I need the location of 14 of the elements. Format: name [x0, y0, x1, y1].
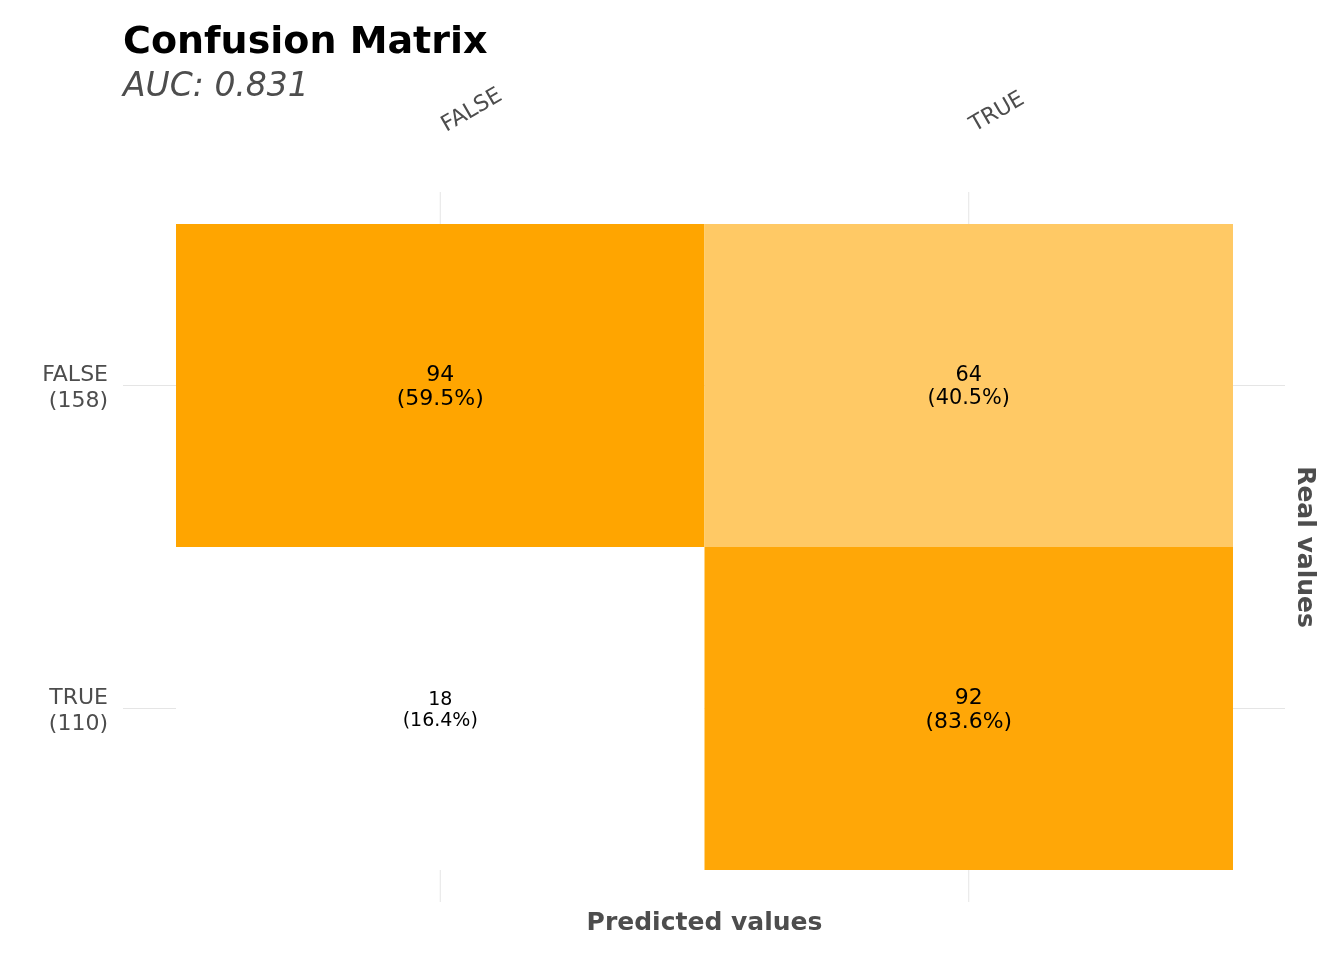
y-axis-title: Real values — [1292, 466, 1321, 628]
data-label: 94 — [426, 361, 455, 387]
data-label: 92 — [954, 684, 983, 710]
data-label: 18 — [428, 686, 453, 709]
chart-subtitle: AUC: 0.831 — [121, 65, 309, 104]
data-label: 64 — [955, 362, 982, 387]
y-tick-label: TRUE (110) — [48, 683, 108, 735]
annotation: (40.5%) — [927, 385, 1010, 410]
x-axis-title: Predicted values — [586, 907, 823, 936]
chart-title: Confusion Matrix — [123, 18, 488, 62]
annotation: (59.5%) — [396, 385, 484, 411]
annotation: (83.6%) — [925, 708, 1013, 734]
y-tick-label: FALSE (158) — [42, 360, 108, 412]
annotation: (16.4%) — [402, 707, 478, 730]
